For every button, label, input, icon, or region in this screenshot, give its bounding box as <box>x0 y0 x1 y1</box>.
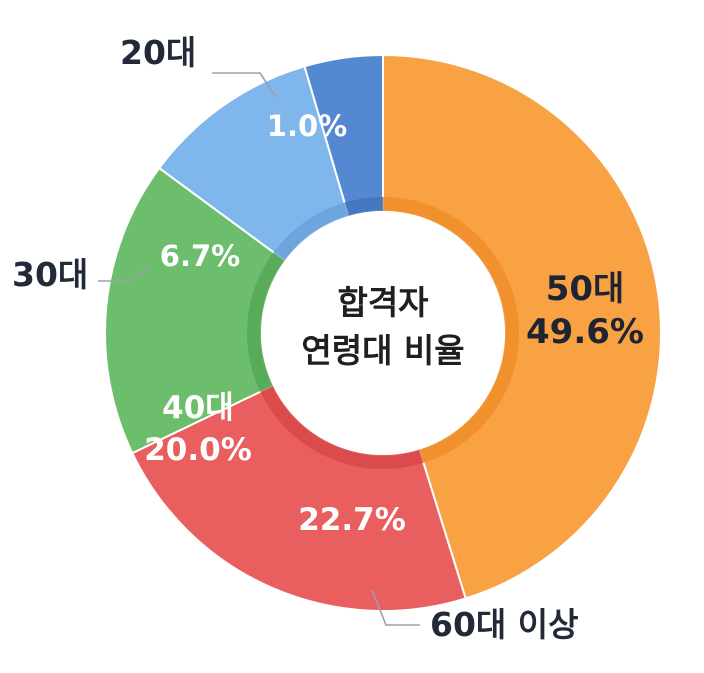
inner-band-20s <box>344 197 383 216</box>
inner-band-40s <box>247 252 285 392</box>
category-label-40s: 40대 <box>162 390 234 426</box>
inner-band-60s-plus <box>260 385 424 470</box>
value-label-20s: 1.0% <box>267 109 347 143</box>
donut-slices <box>104 53 662 612</box>
center-title-line-1: 합격자 <box>337 283 429 322</box>
center-hole: 합격자 연령대 비율 <box>261 211 505 455</box>
leader-line-60s-plus <box>371 589 420 626</box>
value-label-40s: 20.0% <box>144 432 252 468</box>
center-title-line-2: 연령대 비율 <box>301 331 464 370</box>
category-label-50s: 50대 <box>546 269 625 309</box>
category-label-30s: 30대 <box>12 255 88 294</box>
inner-band-30s <box>273 202 349 261</box>
category-label-20s: 20대 <box>120 33 196 72</box>
value-label-50s: 49.6% <box>526 312 644 352</box>
value-label-30s: 6.7% <box>160 239 240 273</box>
category-label-60s-plus: 60대 이상 <box>430 605 579 644</box>
value-label-60s-plus: 22.7% <box>298 502 406 538</box>
center-circle <box>261 211 505 455</box>
leader-line-30s <box>98 263 151 282</box>
inner-ring <box>247 197 520 470</box>
leader-lines <box>98 72 420 626</box>
inner-band-50s <box>383 197 520 463</box>
leader-line-20s <box>212 72 277 98</box>
